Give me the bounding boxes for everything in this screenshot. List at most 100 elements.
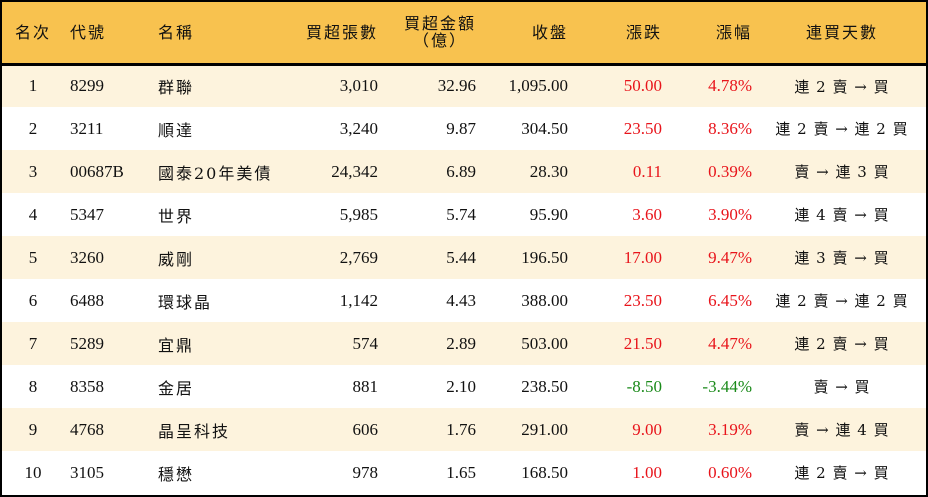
cell-change-pct: 8.36% — [708, 118, 752, 138]
header-change-pct: 漲幅 — [668, 2, 758, 66]
table-row: 1 8299 群聯 3,010 32.96 1,095.00 50.00 4.7… — [2, 64, 926, 107]
header-name: 名稱 — [148, 2, 288, 66]
header-close: 收盤 — [482, 2, 574, 66]
cell-rank: 3 — [28, 161, 38, 181]
cell-change-pct: 6.45% — [708, 290, 752, 310]
cell-rank: 10 — [24, 462, 42, 482]
cell-close: 168.50 — [521, 462, 568, 482]
cell-change: 17.00 — [623, 247, 662, 267]
cell-name: 國泰20年美債 — [158, 163, 273, 183]
cell-streak: 賣 → 買 — [813, 378, 871, 396]
header-net-buy-lots: 買超張數 — [288, 2, 384, 66]
cell-net-buy-lots: 3,240 — [339, 118, 378, 138]
table-row: 6 6488 環球晶 1,142 4.43 388.00 23.50 6.45%… — [2, 279, 926, 322]
cell-code: 5289 — [70, 333, 104, 353]
header-rank: 名次 — [2, 2, 64, 66]
cell-net-buy-lots: 2,769 — [339, 247, 378, 267]
cell-name: 宜鼎 — [158, 335, 195, 355]
cell-code: 8299 — [70, 76, 104, 96]
cell-net-buy-amount: 5.74 — [446, 204, 476, 224]
cell-name: 世界 — [158, 206, 195, 226]
cell-change-pct: 0.39% — [708, 161, 752, 181]
header-change: 漲跌 — [574, 2, 668, 66]
table-row: 4 5347 世界 5,985 5.74 95.90 3.60 3.90% 連 … — [2, 193, 926, 236]
cell-net-buy-amount: 1.65 — [446, 462, 476, 482]
cell-code: 5347 — [70, 204, 104, 224]
cell-name: 穩懋 — [158, 464, 195, 484]
cell-net-buy-amount: 6.89 — [446, 161, 476, 181]
cell-change: 9.00 — [632, 419, 662, 439]
cell-change: 3.60 — [632, 204, 662, 224]
cell-net-buy-amount: 4.43 — [446, 290, 476, 310]
cell-net-buy-amount: 32.96 — [437, 76, 476, 96]
table-row: 5 3260 威剛 2,769 5.44 196.50 17.00 9.47% … — [2, 236, 926, 279]
cell-net-buy-amount: 5.44 — [446, 247, 476, 267]
cell-streak: 連 2 賣 → 買 — [794, 77, 890, 96]
cell-rank: 4 — [28, 204, 38, 224]
table-body: 1 8299 群聯 3,010 32.96 1,095.00 50.00 4.7… — [2, 64, 926, 494]
table-row: 3 00687B 國泰20年美債 24,342 6.89 28.30 0.11 … — [2, 150, 926, 193]
cell-change: 50.00 — [623, 76, 662, 96]
header-net-buy-amount-label: 買超金額 — [403, 14, 476, 34]
cell-net-buy-amount: 2.10 — [446, 376, 476, 396]
cell-change: 23.50 — [623, 118, 662, 138]
header-net-buy-amount: 買超金額 （億） — [384, 2, 482, 66]
cell-name: 金居 — [158, 378, 195, 398]
cell-net-buy-lots: 5,985 — [339, 204, 378, 224]
table-header-row: 名次 代號 名稱 買超張數 買超金額 （億） 收盤 漲跌 漲幅 連買天數 — [2, 2, 926, 66]
cell-net-buy-lots: 3,010 — [339, 76, 378, 96]
cell-name: 順達 — [158, 120, 195, 140]
cell-net-buy-lots: 881 — [352, 376, 379, 396]
cell-streak: 賣 → 連 4 買 — [794, 421, 890, 439]
cell-close: 196.50 — [521, 247, 568, 267]
cell-net-buy-amount: 2.89 — [446, 333, 476, 353]
cell-change-pct: 4.47% — [708, 333, 752, 353]
cell-close: 238.50 — [521, 376, 568, 396]
cell-close: 503.00 — [521, 333, 568, 353]
cell-close: 1,095.00 — [508, 76, 569, 96]
cell-streak: 連 3 賣 → 買 — [794, 249, 890, 267]
cell-change-pct: 9.47% — [708, 247, 752, 267]
cell-streak: 賣 → 連 3 買 — [794, 163, 890, 181]
cell-change-pct: 3.19% — [708, 419, 752, 439]
header-streak: 連買天數 — [758, 2, 926, 66]
cell-net-buy-amount: 9.87 — [446, 118, 476, 138]
cell-net-buy-lots: 1,142 — [339, 290, 378, 310]
cell-code: 3105 — [70, 462, 104, 482]
cell-net-buy-lots: 978 — [352, 462, 379, 482]
table-row: 9 4768 晶呈科技 606 1.76 291.00 9.00 3.19% 賣… — [2, 408, 926, 451]
cell-rank: 5 — [28, 247, 38, 267]
cell-close: 304.50 — [521, 118, 568, 138]
cell-change: 21.50 — [623, 333, 662, 353]
table-row: 7 5289 宜鼎 574 2.89 503.00 21.50 4.47% 連 … — [2, 322, 926, 365]
cell-net-buy-amount: 1.76 — [446, 419, 476, 439]
cell-streak: 連 4 賣 → 買 — [794, 206, 890, 224]
cell-code: 3260 — [70, 247, 104, 267]
cell-change: -8.50 — [626, 376, 662, 396]
cell-name: 環球晶 — [158, 292, 213, 312]
header-net-buy-amount-unit: （億） — [412, 31, 467, 51]
cell-net-buy-lots: 24,342 — [331, 161, 378, 181]
cell-name: 群聯 — [158, 78, 195, 98]
cell-code: 4768 — [70, 419, 104, 439]
cell-change-pct: -3.44% — [702, 376, 752, 396]
cell-code: 3211 — [70, 118, 104, 138]
cell-rank: 1 — [28, 76, 38, 96]
cell-rank: 2 — [28, 118, 38, 138]
cell-rank: 7 — [28, 333, 38, 353]
cell-code: 8358 — [70, 376, 104, 396]
cell-net-buy-lots: 606 — [352, 419, 379, 439]
table-row: 8 8358 金居 881 2.10 238.50 -8.50 -3.44% 賣… — [2, 365, 926, 408]
cell-rank: 9 — [28, 419, 38, 439]
cell-close: 28.30 — [529, 161, 568, 181]
cell-streak: 連 2 賣 → 連 2 買 — [775, 292, 909, 310]
cell-rank: 8 — [28, 376, 38, 396]
cell-change: 0.11 — [632, 161, 662, 181]
cell-change: 23.50 — [623, 290, 662, 310]
cell-change-pct: 4.78% — [708, 76, 752, 96]
cell-streak: 連 2 賣 → 買 — [794, 335, 890, 353]
cell-name: 威剛 — [158, 249, 195, 269]
cell-name: 晶呈科技 — [158, 421, 231, 441]
cell-close: 388.00 — [521, 290, 568, 310]
